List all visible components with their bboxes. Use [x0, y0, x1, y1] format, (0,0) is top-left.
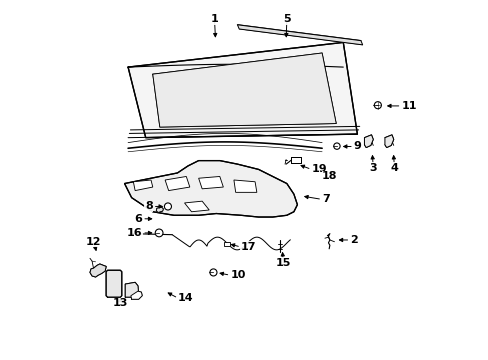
Polygon shape: [184, 201, 209, 212]
Polygon shape: [133, 180, 152, 190]
Text: 10: 10: [230, 270, 245, 280]
Polygon shape: [124, 161, 297, 217]
Polygon shape: [233, 180, 256, 192]
Text: 19: 19: [311, 165, 326, 174]
Text: 18: 18: [322, 171, 337, 181]
Circle shape: [333, 143, 340, 149]
Text: 3: 3: [369, 163, 376, 173]
Polygon shape: [106, 270, 122, 297]
Polygon shape: [364, 135, 372, 148]
Text: 7: 7: [322, 194, 329, 204]
Text: 1: 1: [210, 14, 218, 24]
Text: 16: 16: [126, 228, 142, 238]
Text: 4: 4: [390, 163, 398, 173]
Polygon shape: [198, 176, 223, 189]
Text: 8: 8: [145, 202, 152, 211]
Circle shape: [164, 203, 171, 210]
Text: 5: 5: [283, 14, 290, 24]
Polygon shape: [125, 282, 139, 297]
Polygon shape: [237, 25, 362, 45]
Text: 14: 14: [178, 293, 193, 303]
Polygon shape: [384, 135, 393, 148]
Text: 6: 6: [134, 214, 142, 224]
Polygon shape: [131, 291, 142, 299]
Polygon shape: [152, 53, 336, 127]
Text: 2: 2: [349, 235, 357, 245]
Text: 12: 12: [86, 237, 102, 247]
Polygon shape: [165, 176, 189, 190]
Circle shape: [374, 102, 381, 109]
Circle shape: [209, 269, 217, 276]
Polygon shape: [291, 157, 300, 163]
Text: 9: 9: [353, 141, 361, 152]
FancyBboxPatch shape: [224, 242, 229, 246]
Text: 17: 17: [241, 242, 256, 252]
Text: 15: 15: [275, 258, 290, 268]
Polygon shape: [156, 207, 163, 212]
Polygon shape: [128, 42, 357, 138]
Circle shape: [155, 229, 163, 237]
Polygon shape: [90, 264, 106, 277]
Text: 11: 11: [401, 101, 416, 111]
Text: 13: 13: [112, 298, 128, 309]
